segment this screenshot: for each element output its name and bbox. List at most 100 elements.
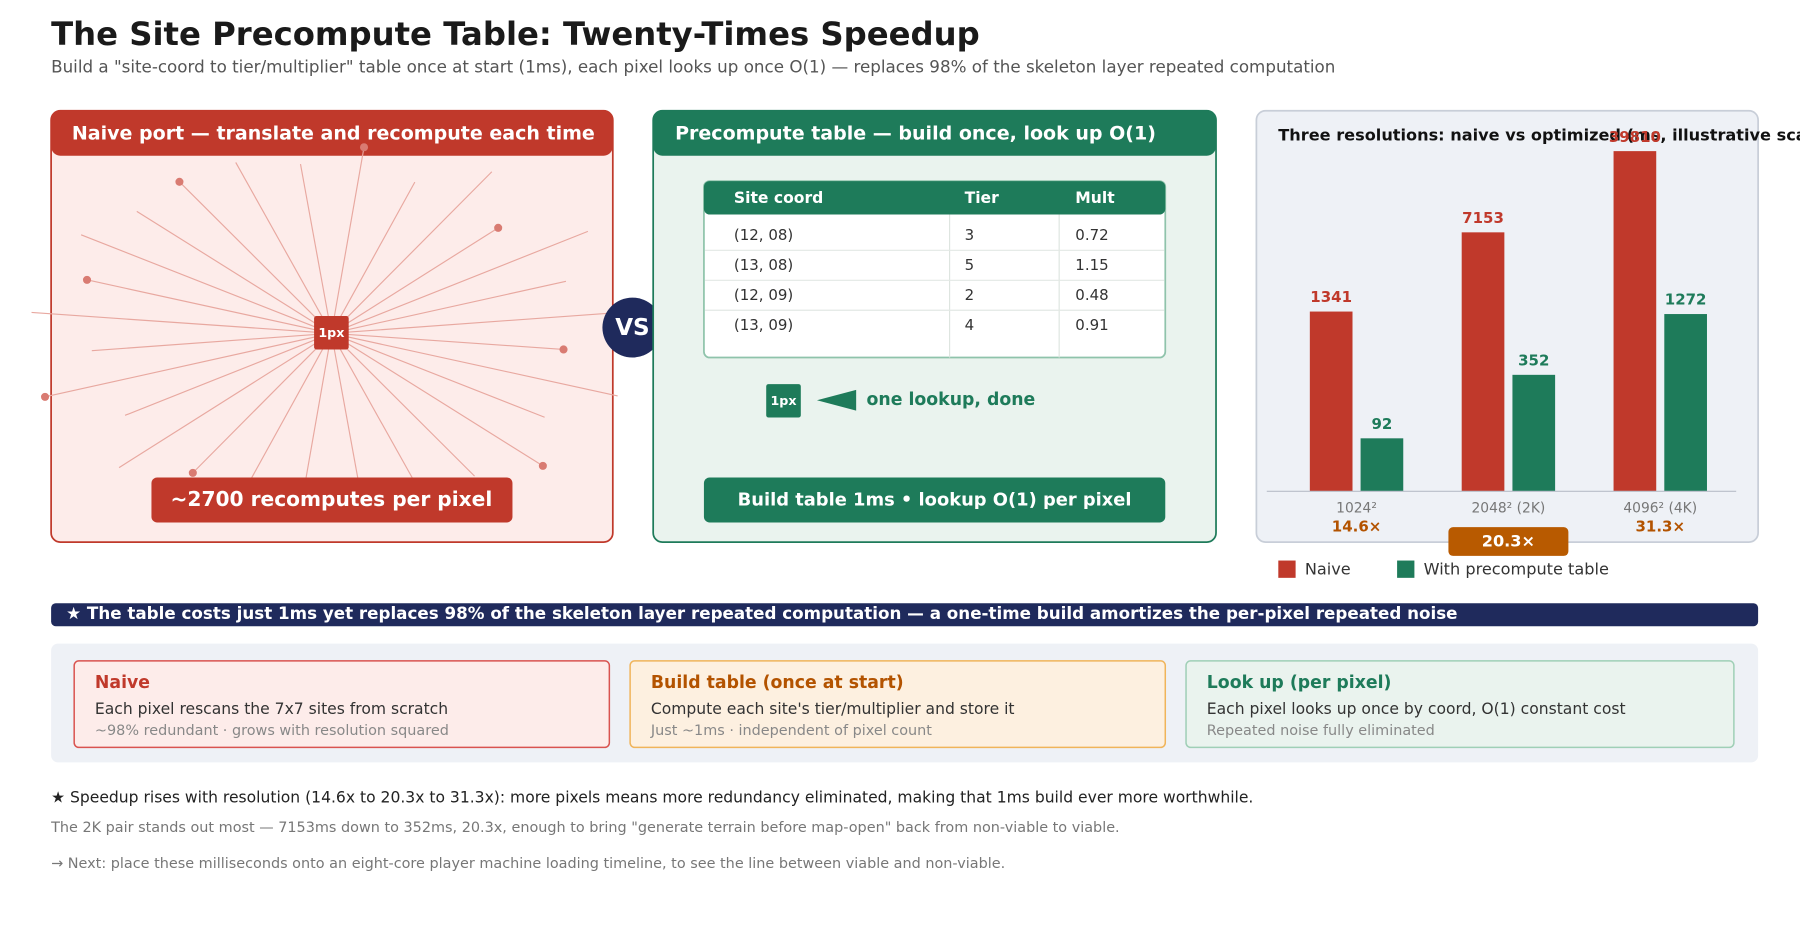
lookup-label: one lookup, done <box>867 390 1036 410</box>
badge-text: Build table 1ms • lookup O(1) per pixel <box>738 490 1132 511</box>
ray <box>179 181 332 334</box>
banner-text: ★ The table costs just 1ms yet replaces … <box>66 603 1457 623</box>
speedup-label: 31.3× <box>1636 518 1686 536</box>
ray <box>331 311 629 334</box>
table-cell: 0.72 <box>1075 226 1108 244</box>
site-dot <box>175 177 184 186</box>
pixel-box <box>314 316 349 350</box>
x-tick-label: 1024² <box>1336 501 1377 517</box>
value-label: 92 <box>1371 415 1392 433</box>
table-cell: (13, 08) <box>734 256 793 274</box>
site-dot <box>188 468 197 477</box>
pixel-label: 1px <box>770 393 796 408</box>
pixel-label: 1px <box>318 325 344 340</box>
legend-swatch <box>1397 560 1415 578</box>
site-dot <box>494 223 503 232</box>
pixel-box <box>766 384 801 418</box>
value-label: 39810 <box>1609 128 1661 146</box>
table-cell: (12, 09) <box>734 286 793 304</box>
ray <box>86 279 332 334</box>
card <box>629 660 1167 749</box>
ray <box>330 332 475 477</box>
card <box>73 660 611 749</box>
speedup-label: 20.3× <box>1482 532 1535 551</box>
bar <box>1309 311 1353 492</box>
naive-header <box>51 110 613 156</box>
value-label: 1272 <box>1665 291 1707 309</box>
banner <box>51 603 1759 627</box>
ray <box>136 210 332 334</box>
ray <box>331 332 544 467</box>
vs-circle <box>602 297 663 358</box>
ray <box>299 163 332 334</box>
card <box>1185 660 1735 749</box>
speedup-label: 14.6× <box>1332 518 1382 536</box>
bar <box>1461 232 1505 492</box>
ray <box>330 171 493 334</box>
card-text: Compute each site's tier/multiplier and … <box>651 700 1015 718</box>
legend-label: Naive <box>1305 559 1351 578</box>
bar <box>1613 151 1657 492</box>
ray <box>91 332 332 352</box>
column-header: Tier <box>965 189 1000 207</box>
card-text: Each pixel rescans the 7x7 sites from sc… <box>95 700 448 718</box>
ray <box>80 234 332 334</box>
table-cell: (13, 09) <box>734 316 793 334</box>
highlight-badge <box>1448 527 1569 556</box>
legend-swatch <box>1278 560 1296 578</box>
value-label: 1341 <box>1310 288 1352 306</box>
table-cell: (12, 08) <box>734 226 793 244</box>
bar <box>1664 314 1707 492</box>
value-label: 7153 <box>1462 209 1504 227</box>
ray <box>331 280 567 334</box>
chart-title: Three resolutions: naive vs optimized (m… <box>1278 126 1800 145</box>
lookup-arrow <box>816 389 857 411</box>
panel-title: Precompute table — build once, look up O… <box>675 122 1156 144</box>
ray <box>31 311 332 334</box>
ray <box>330 147 365 334</box>
table-cell: 0.91 <box>1075 316 1108 334</box>
card-note: Just ~1ms · independent of pixel count <box>650 723 932 739</box>
vs-label: VS <box>615 315 649 341</box>
table-cell: 3 <box>965 226 975 244</box>
table-cell: 4 <box>965 316 975 334</box>
site-dot <box>538 461 547 470</box>
table-head <box>703 181 1166 215</box>
table-cell: 2 <box>965 286 975 304</box>
bar <box>1512 374 1556 492</box>
legend-label: With precompute table <box>1424 559 1609 578</box>
card-note: Repeated noise fully eliminated <box>1207 723 1435 739</box>
ray <box>192 332 332 474</box>
naive-badge <box>151 477 513 523</box>
ray <box>44 332 332 398</box>
x-tick-label: 4096² (4K) <box>1623 501 1697 517</box>
ray <box>331 332 618 397</box>
page-subtitle: Build a "site-coord to tier/multiplier" … <box>51 57 1335 77</box>
page-title: The Site Precompute Table: Twenty-Times … <box>51 15 980 53</box>
note: → Next: place these milliseconds onto an… <box>51 856 1005 872</box>
ray <box>331 227 499 334</box>
card-title: Build table (once at start) <box>651 673 904 693</box>
card-note: ~98% redundant · grows with resolution s… <box>95 723 449 739</box>
column-header: Site coord <box>734 189 823 207</box>
ray <box>124 332 332 416</box>
x-tick-label: 2048² (2K) <box>1472 501 1546 517</box>
site-dot <box>40 392 50 401</box>
ray <box>235 162 332 334</box>
badge-text: ~2700 recomputes per pixel <box>171 487 493 511</box>
column-header: Mult <box>1075 189 1115 207</box>
ray <box>331 230 589 334</box>
table-cell: 0.48 <box>1075 286 1108 304</box>
site-dot <box>82 275 92 284</box>
note: ★ Speedup rises with resolution (14.6x t… <box>51 789 1253 807</box>
card-title: Naive <box>95 673 150 693</box>
value-label: 352 <box>1518 351 1549 369</box>
ray <box>331 332 545 418</box>
bar <box>1360 438 1404 492</box>
table-header-bar <box>653 110 1217 156</box>
ray <box>330 181 416 334</box>
ray <box>331 332 564 351</box>
table-badge <box>703 477 1166 523</box>
panel-title: Naive port — translate and recompute eac… <box>72 122 595 144</box>
